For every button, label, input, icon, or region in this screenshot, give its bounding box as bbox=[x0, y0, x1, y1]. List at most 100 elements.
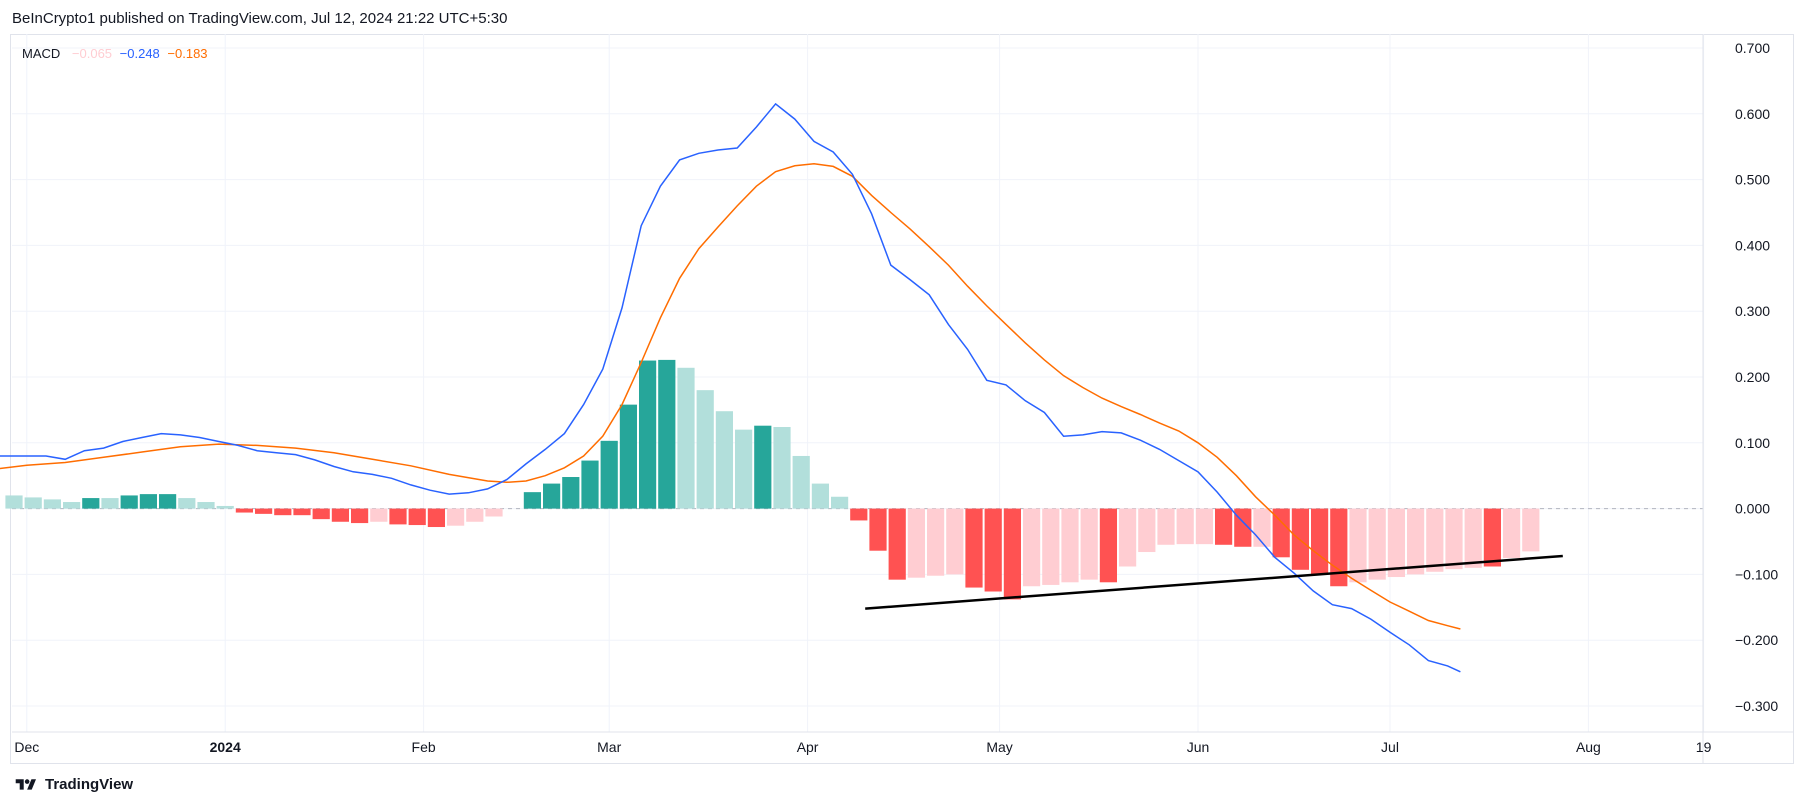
y-tick-label: 0.300 bbox=[1735, 303, 1770, 319]
histogram-bar bbox=[293, 508, 311, 516]
histogram-bar bbox=[1023, 508, 1041, 587]
y-tick-label: 0.500 bbox=[1735, 172, 1770, 188]
histogram-bar bbox=[197, 502, 215, 509]
histogram-bar bbox=[1407, 508, 1425, 575]
histogram-bar bbox=[1080, 508, 1098, 580]
footer-brand-text: TradingView bbox=[45, 776, 134, 793]
histogram-bar bbox=[869, 508, 887, 551]
x-axis[interactable]: Dec 2024 Feb Mar Apr May Jun Jul Aug 19 bbox=[12, 731, 1794, 755]
legend-histogram-value: −0.065 bbox=[71, 46, 113, 61]
histogram-bar bbox=[965, 508, 983, 588]
histogram-bar bbox=[543, 483, 561, 509]
histogram-bar bbox=[1215, 508, 1233, 545]
histogram-bar bbox=[1253, 508, 1271, 547]
x-tick-label: Jun bbox=[1187, 739, 1210, 755]
histogram-bar bbox=[466, 508, 484, 522]
y-axis[interactable]: 0.700 0.600 0.500 0.400 0.300 0.200 0.100 0.000… bbox=[1702, 34, 1778, 764]
histogram-bar bbox=[485, 508, 503, 517]
tradingview-logo[interactable]: TradingView bbox=[12, 776, 133, 793]
histogram-bar bbox=[447, 508, 465, 526]
y-tick-label: 0.200 bbox=[1735, 369, 1770, 385]
histogram-bar bbox=[1522, 508, 1540, 552]
histogram-bar bbox=[1176, 508, 1194, 545]
y-tick-label: 0.000 bbox=[1735, 501, 1770, 517]
grid-lines bbox=[12, 34, 1705, 732]
y-tick-label: −0.200 bbox=[1735, 632, 1778, 648]
histogram-bar bbox=[1195, 508, 1213, 545]
x-tick-label: Mar bbox=[597, 739, 621, 755]
x-tick-label: Aug bbox=[1576, 739, 1601, 755]
y-tick-label: 0.400 bbox=[1735, 237, 1770, 253]
histogram-bar bbox=[5, 495, 23, 509]
histogram-bar bbox=[927, 508, 945, 576]
chart-legend[interactable]: MACD −0.065 −0.248 −0.183 bbox=[22, 46, 216, 61]
histogram-bar bbox=[1099, 508, 1117, 583]
histogram-bar bbox=[600, 440, 618, 509]
histogram-bar bbox=[946, 508, 964, 575]
histogram-bar bbox=[1387, 508, 1405, 578]
y-tick-label: 0.600 bbox=[1735, 106, 1770, 122]
histogram-bar bbox=[677, 367, 695, 509]
histogram-bar bbox=[24, 497, 42, 509]
published-header: BeInCrypto1 published on TradingView.com… bbox=[12, 10, 508, 27]
macd-line bbox=[0, 102, 1461, 673]
histogram-bar bbox=[1503, 508, 1521, 558]
y-tick-label: 0.700 bbox=[1735, 40, 1770, 56]
histogram-bar bbox=[1003, 508, 1021, 600]
histogram-bar bbox=[907, 508, 925, 578]
histogram-bar bbox=[1330, 508, 1348, 587]
histogram-bar bbox=[312, 508, 330, 520]
histogram-bar bbox=[1426, 508, 1444, 572]
histogram-bar bbox=[178, 498, 196, 509]
histogram-bar bbox=[427, 508, 445, 528]
histogram-bar bbox=[1042, 508, 1060, 585]
histogram-bar bbox=[1272, 508, 1290, 558]
histogram-bar bbox=[562, 477, 580, 509]
x-tick-label: Jul bbox=[1381, 739, 1399, 755]
histogram-bar bbox=[1464, 508, 1482, 568]
histogram bbox=[5, 359, 1540, 600]
histogram-bar bbox=[619, 404, 637, 509]
legend-indicator-name: MACD bbox=[22, 46, 61, 61]
support-trendline bbox=[865, 554, 1563, 610]
histogram-bar bbox=[389, 508, 407, 525]
histogram-bar bbox=[1138, 508, 1156, 553]
histogram-bar bbox=[120, 495, 138, 509]
histogram-bar bbox=[139, 494, 157, 509]
histogram-bar bbox=[370, 508, 388, 522]
histogram-bar bbox=[1061, 508, 1079, 583]
histogram-bar bbox=[696, 390, 714, 509]
y-tick-label: 0.100 bbox=[1735, 435, 1770, 451]
histogram-bar bbox=[639, 360, 657, 509]
histogram-bar bbox=[43, 499, 61, 509]
histogram-bar bbox=[735, 429, 753, 509]
histogram-bar bbox=[274, 508, 292, 516]
y-tick-label: −0.100 bbox=[1735, 566, 1778, 582]
histogram-bar bbox=[811, 483, 829, 509]
tradingview-logo-icon bbox=[15, 778, 36, 790]
histogram-bar bbox=[63, 502, 81, 509]
histogram-bar bbox=[850, 508, 868, 521]
signal-line bbox=[0, 163, 1461, 630]
histogram-bar bbox=[1368, 508, 1386, 580]
legend-macd-value: −0.248 bbox=[119, 46, 160, 61]
histogram-bar bbox=[773, 427, 791, 509]
histogram-bar bbox=[82, 498, 100, 509]
histogram-bar bbox=[831, 496, 849, 509]
x-tick-label: Apr bbox=[797, 739, 819, 755]
histogram-bar bbox=[159, 494, 177, 509]
histogram-bar bbox=[523, 492, 541, 509]
histogram-bar bbox=[754, 425, 772, 509]
histogram-bar bbox=[888, 508, 906, 580]
histogram-bar bbox=[216, 505, 234, 509]
histogram-bar bbox=[1483, 508, 1501, 567]
histogram-bar bbox=[408, 508, 426, 526]
histogram-bar bbox=[581, 460, 599, 509]
chart-frame bbox=[10, 34, 1794, 764]
histogram-bar bbox=[1349, 508, 1367, 583]
legend-signal-value: −0.183 bbox=[167, 46, 208, 61]
histogram-bar bbox=[984, 508, 1002, 592]
histogram-bar bbox=[1311, 508, 1329, 575]
x-tick-label: May bbox=[986, 739, 1012, 755]
